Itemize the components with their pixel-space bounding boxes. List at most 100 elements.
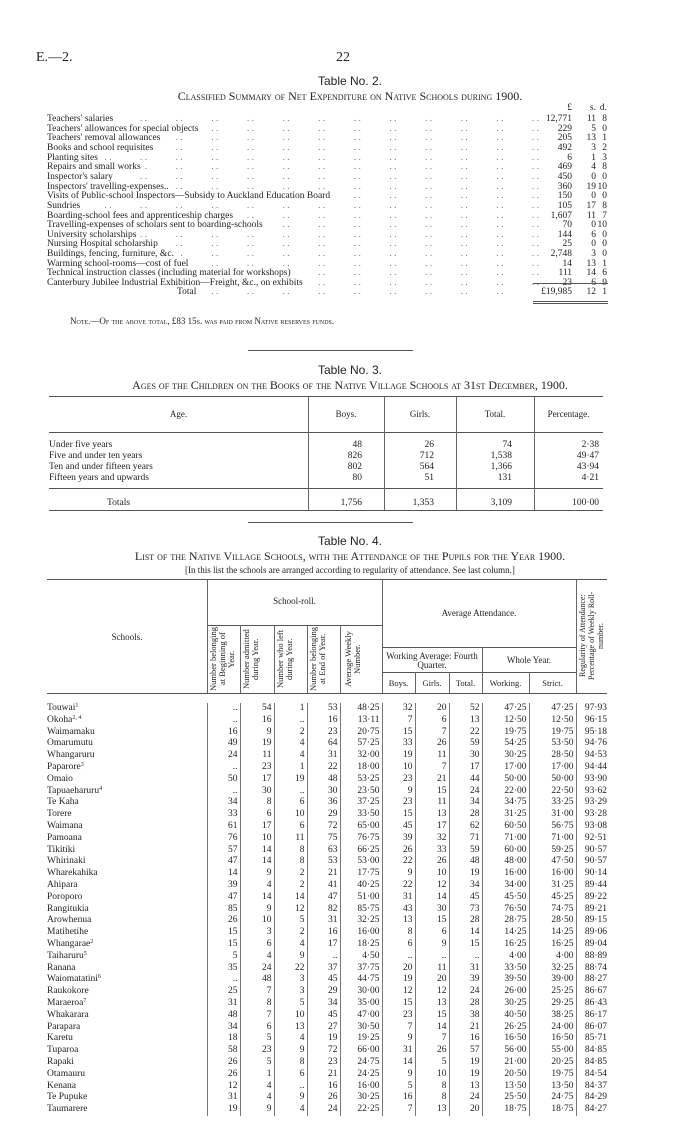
- girls-value: 12: [414, 986, 449, 998]
- girls-value: 32: [414, 832, 449, 845]
- total-shillings: 12: [586, 287, 597, 297]
- regularity-value: 89·44: [575, 879, 609, 892]
- section-divider: [248, 522, 413, 523]
- total-value: 15: [448, 938, 482, 951]
- boys-value: 20: [381, 962, 415, 975]
- avg-weekly-value: 22·25: [339, 1104, 382, 1116]
- working-value: 26·00: [481, 986, 529, 998]
- beginning-value: 31: [206, 997, 240, 1010]
- beginning-value: 26: [206, 1056, 240, 1069]
- beginning-value: 34: [206, 1021, 240, 1034]
- working-value: 34·75: [481, 797, 529, 810]
- table3-divider: [456, 396, 457, 510]
- admitted-value: 54: [239, 703, 274, 715]
- strict-value: 33·25: [528, 797, 576, 810]
- shillings-value: 11: [586, 210, 596, 221]
- table3-header-girls: Girls.: [409, 409, 431, 419]
- pence-header: d.: [599, 103, 607, 113]
- beginning-value: 19: [206, 1104, 240, 1116]
- strict-value: 59·25: [528, 844, 576, 857]
- regularity-value: 89·04: [575, 938, 609, 951]
- school-name: Tikitiki: [47, 844, 76, 855]
- total-value: 30: [448, 750, 482, 762]
- shillings-value: 17: [586, 200, 597, 211]
- left-value: ..: [273, 1080, 307, 1093]
- beginning-value: 76: [206, 832, 240, 845]
- shillings-value: 1: [591, 152, 596, 163]
- total-value: 39: [448, 974, 482, 987]
- shillings-value: 0: [591, 171, 596, 182]
- beginning-value: 15: [206, 927, 240, 939]
- admitted-value: 6: [239, 938, 274, 951]
- working-value: 39·50: [481, 974, 529, 987]
- avg-weekly-value: 66·00: [339, 1045, 382, 1057]
- regularity-value: 90·14: [575, 868, 609, 880]
- total-value: 24: [448, 785, 482, 798]
- header-divider: [274, 625, 275, 693]
- working-value: 60·00: [481, 844, 529, 857]
- strict-value: 56·75: [528, 820, 576, 833]
- admitted-value: 23: [239, 1045, 274, 1057]
- working-value: 45·50: [481, 891, 529, 904]
- regularity-value: 89·15: [575, 915, 609, 928]
- admitted-value: 3: [239, 927, 274, 939]
- working-value: 40·50: [481, 1009, 529, 1022]
- girls-value: 15: [414, 785, 449, 798]
- working-value: 56·00: [481, 1045, 529, 1057]
- left-value: 9: [273, 1045, 307, 1057]
- school-name-cell: Whangaruru: [45, 750, 207, 762]
- regularity-value: 84·37: [575, 1080, 609, 1093]
- age-row: Under five years 48 26 74 2·38: [47, 440, 605, 451]
- pence-value: 0: [602, 239, 607, 250]
- admitted-value: 9: [239, 868, 274, 880]
- school-name: Waimana: [47, 820, 83, 831]
- regularity-value: 86·43: [575, 997, 609, 1010]
- left-value: 4: [273, 750, 307, 762]
- shillings-value: 4: [591, 162, 596, 173]
- school-name-cell: Whakarara: [45, 1010, 207, 1022]
- strict-value: 47·25: [528, 703, 576, 715]
- girls-value: ..: [414, 950, 449, 963]
- footnote-marker: 7: [83, 997, 87, 1004]
- strict-value: 32·25: [528, 962, 576, 975]
- left-value: 6: [273, 820, 307, 833]
- pence-value: 6: [602, 268, 607, 279]
- school-row: Te Pupuke 31 4 9 26 30·25 16 8 24 25·50 24·75 84·29: [45, 1092, 609, 1105]
- girls-value: 15: [414, 1009, 449, 1022]
- admitted-value: 6: [239, 809, 274, 821]
- left-value: 8: [273, 856, 307, 869]
- working-value: 21·00: [481, 1056, 529, 1069]
- age-label: Fifteen years and upwards: [49, 473, 149, 483]
- end-value: 48: [306, 773, 340, 786]
- avg-weekly-value: 32·25: [339, 915, 382, 928]
- left-value: 3: [273, 986, 307, 998]
- admitted-value: 10: [239, 832, 274, 845]
- shillings-value: 0: [591, 239, 596, 250]
- header-divider: [576, 579, 577, 693]
- regularity-value: 86·17: [575, 1009, 609, 1022]
- footnote-marker: 6: [97, 974, 101, 981]
- boys-value: 13: [381, 915, 415, 928]
- total-value: 3,109: [490, 498, 512, 508]
- pence-value: 8: [602, 114, 607, 124]
- school-name-cell: Okoha2, 4: [45, 715, 207, 727]
- expenditure-label: Teachers' salaries: [47, 114, 118, 125]
- girls-value: 7: [414, 726, 449, 739]
- avg-weekly-value: 16·00: [339, 927, 382, 939]
- regularity-value: 94·44: [575, 761, 609, 774]
- working-value: 30·25: [481, 750, 529, 762]
- school-name: Torere: [47, 809, 72, 820]
- school-row: Arowhenua 26 10 5 31 32·25 13 15 28 28·75 28·50 89·…: [45, 915, 609, 928]
- school-name: Tuparoa: [47, 1045, 79, 1056]
- table3-bottom-rule: [49, 510, 603, 511]
- pence-value: 0: [602, 123, 607, 134]
- school-name: Te Kaha: [47, 797, 79, 808]
- age-value: 802: [347, 462, 362, 472]
- table3: Under five years 48 26 74 2·38 Five and under…: [47, 440, 605, 509]
- end-value: 16: [306, 1080, 340, 1093]
- avg-weekly-value: 76·75: [339, 832, 382, 845]
- beginning-value: 5: [206, 950, 240, 963]
- regularity-value: 89·06: [575, 927, 609, 939]
- avg-weekly-value: 18·00: [339, 761, 382, 774]
- pounds-value: 70: [562, 220, 573, 231]
